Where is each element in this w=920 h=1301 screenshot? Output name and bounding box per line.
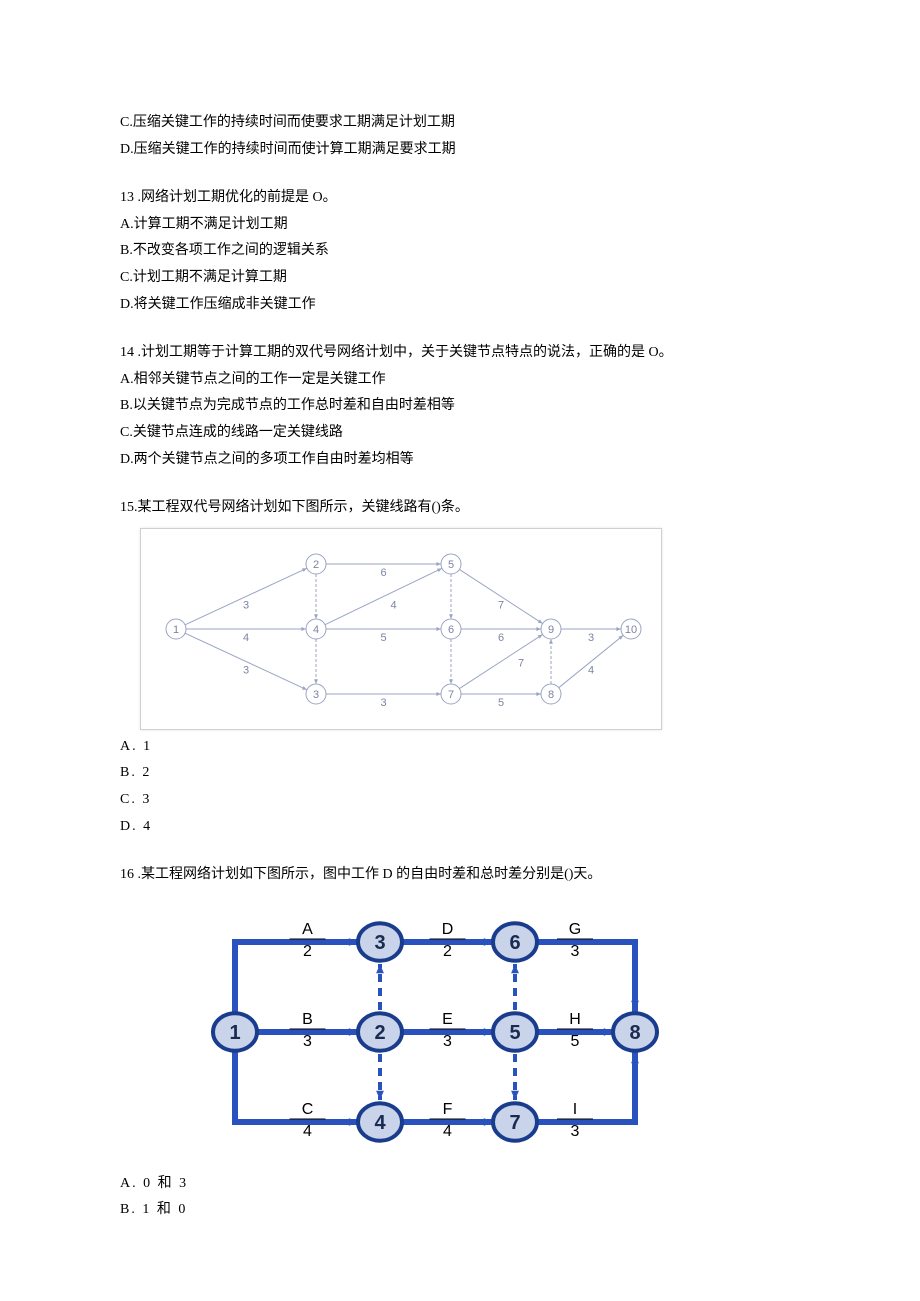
svg-text:5: 5 xyxy=(498,697,504,709)
svg-text:7: 7 xyxy=(498,599,504,611)
svg-text:8: 8 xyxy=(629,1022,640,1044)
svg-text:3: 3 xyxy=(380,697,386,709)
q14-opt-c: C.关键节点连成的线路一定关键线路 xyxy=(120,420,800,447)
q16-diagram: A 2 B 3 C 4 D 2 E 3 F 4 G 3 H 5 I 3 1 2 3 4 5 6 7 8 xyxy=(180,897,800,1167)
svg-text:4: 4 xyxy=(313,624,319,636)
q13-opt-c: C.计划工期不满足计算工期 xyxy=(120,265,800,292)
q14-opt-a: A.相邻关键节点之间的工作一定是关键工作 xyxy=(120,367,800,394)
svg-text:4: 4 xyxy=(443,1123,452,1140)
svg-text:3: 3 xyxy=(571,943,580,960)
q14-opt-d: D.两个关键节点之间的多项工作自由时差均相等 xyxy=(120,447,800,474)
svg-text:H: H xyxy=(569,1011,581,1028)
q15-opt-d: D. 4 xyxy=(120,814,800,841)
svg-text:C: C xyxy=(302,1101,314,1118)
svg-text:3: 3 xyxy=(313,689,319,701)
q15-opt-b: B. 2 xyxy=(120,760,800,787)
svg-text:4: 4 xyxy=(303,1123,312,1140)
svg-text:3: 3 xyxy=(571,1123,580,1140)
svg-text:1: 1 xyxy=(229,1022,240,1044)
svg-text:8: 8 xyxy=(548,689,554,701)
svg-text:2: 2 xyxy=(313,559,319,571)
q13-opt-b: B.不改变各项工作之间的逻辑关系 xyxy=(120,238,800,265)
svg-text:5: 5 xyxy=(571,1033,580,1050)
svg-text:2: 2 xyxy=(303,943,312,960)
q16-opt-b: B. 1 和 0 xyxy=(120,1197,800,1224)
svg-text:2: 2 xyxy=(443,943,452,960)
svg-text:6: 6 xyxy=(448,624,454,636)
q14-opt-b: B.以关键节点为完成节点的工作总时差和自由时差相等 xyxy=(120,393,800,420)
svg-text:G: G xyxy=(569,921,581,938)
svg-text:2: 2 xyxy=(374,1022,385,1044)
prefix-opt-d: D.压缩关键工作的持续时间而使计算工期满足要求工期 xyxy=(120,137,800,164)
prefix-opt-c: C.压缩关键工作的持续时间而使要求工期满足计划工期 xyxy=(120,110,800,137)
svg-text:10: 10 xyxy=(625,624,637,636)
svg-text:4: 4 xyxy=(588,664,594,676)
question-14: 14 .计划工期等于计算工期的双代号网络计划中，关于关键节点特点的说法，正确的是… xyxy=(120,340,800,473)
svg-text:I: I xyxy=(573,1101,577,1118)
svg-text:5: 5 xyxy=(509,1022,520,1044)
svg-text:4: 4 xyxy=(243,632,249,644)
svg-text:7: 7 xyxy=(448,689,454,701)
svg-text:3: 3 xyxy=(443,1033,452,1050)
svg-text:A: A xyxy=(302,921,313,938)
svg-text:1: 1 xyxy=(173,624,179,636)
svg-text:5: 5 xyxy=(380,632,386,644)
svg-text:3: 3 xyxy=(303,1033,312,1050)
q13-opt-d: D.将关键工作压缩成非关键工作 xyxy=(120,292,800,319)
svg-text:7: 7 xyxy=(518,657,524,669)
svg-text:4: 4 xyxy=(374,1112,386,1134)
svg-text:D: D xyxy=(442,921,454,938)
svg-text:B: B xyxy=(302,1011,313,1028)
page: C.压缩关键工作的持续时间而使要求工期满足计划工期 D.压缩关键工作的持续时间而… xyxy=(0,0,920,1301)
q16-stem: 16 .某工程网络计划如下图所示，图中工作 D 的自由时差和总时差分别是()天。 xyxy=(120,862,800,889)
q14-stem: 14 .计划工期等于计算工期的双代号网络计划中，关于关键节点特点的说法，正确的是… xyxy=(120,340,800,367)
q15-stem: 15.某工程双代号网络计划如下图所示，关键线路有()条。 xyxy=(120,495,800,522)
svg-text:F: F xyxy=(443,1101,453,1118)
q15-opt-c: C. 3 xyxy=(120,787,800,814)
q15-opt-a: A. 1 xyxy=(120,734,800,761)
q13-opt-a: A.计算工期不满足计划工期 xyxy=(120,212,800,239)
svg-text:6: 6 xyxy=(509,932,520,954)
svg-text:4: 4 xyxy=(390,599,396,611)
svg-text:3: 3 xyxy=(243,664,249,676)
svg-text:7: 7 xyxy=(509,1112,520,1134)
svg-text:5: 5 xyxy=(448,559,454,571)
question-13: 13 .网络计划工期优化的前提是 O。 A.计算工期不满足计划工期 B.不改变各… xyxy=(120,185,800,318)
question-16: 16 .某工程网络计划如下图所示，图中工作 D 的自由时差和总时差分别是()天。… xyxy=(120,862,800,1224)
svg-text:6: 6 xyxy=(380,567,386,579)
q13-stem: 13 .网络计划工期优化的前提是 O。 xyxy=(120,185,800,212)
question-15: 15.某工程双代号网络计划如下图所示，关键线路有()条。 3 4 3 6 4 5 3 7 6 7 5… xyxy=(120,495,800,840)
svg-text:3: 3 xyxy=(374,932,385,954)
svg-text:6: 6 xyxy=(498,632,504,644)
svg-text:3: 3 xyxy=(243,599,249,611)
q16-opt-a: A. 0 和 3 xyxy=(120,1171,800,1198)
svg-text:3: 3 xyxy=(588,632,594,644)
q15-diagram: 3 4 3 6 4 5 3 7 6 7 5 3 4 1 2 3 4 5 6 7 8 9 10 xyxy=(140,528,800,730)
svg-text:E: E xyxy=(442,1011,453,1028)
svg-text:9: 9 xyxy=(548,624,554,636)
